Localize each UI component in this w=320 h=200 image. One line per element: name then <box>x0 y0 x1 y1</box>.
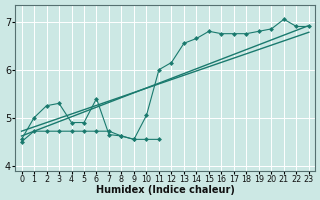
X-axis label: Humidex (Indice chaleur): Humidex (Indice chaleur) <box>96 185 235 195</box>
